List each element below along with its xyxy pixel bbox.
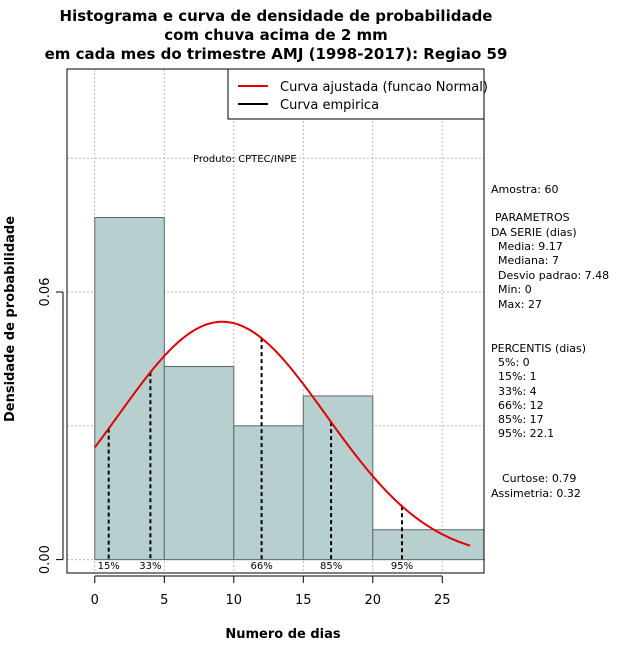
density-curves	[94, 320, 471, 547]
stat-parametros-title-2: DA SERIE (dias)	[491, 226, 577, 239]
stat-media: Media: 9.17	[498, 240, 563, 253]
stat-percentis-title: PERCENTIS (dias)	[491, 342, 586, 355]
legend: Curva ajustada (funcao Normal) Curva emp…	[227, 68, 488, 120]
statistics-panel: Amostra: 60 PARAMETROS DA SERIE (dias) M…	[491, 183, 609, 500]
x-tick-label-1: 5	[160, 593, 168, 608]
y-tick-label-0: 0.00	[38, 545, 53, 574]
histogram-bar-3	[302, 395, 374, 561]
stat-assimetria: Assimetria: 0.32	[491, 487, 581, 500]
x-axis-title: Numero de dias	[225, 627, 341, 642]
stat-p85: 85%: 17	[498, 413, 544, 426]
stat-max: Max: 27	[498, 298, 542, 311]
stat-p5: 5%: 0	[498, 356, 530, 369]
histogram-bar-0	[94, 217, 165, 561]
chart-title-line-1: Histograma e curva de densidade de proba…	[60, 7, 493, 25]
legend-fitted-label: Curva ajustada (funcao Normal)	[280, 80, 488, 95]
y-tick-label-1: 0.06	[38, 278, 53, 307]
percentile-label-2: 66%	[250, 561, 272, 572]
stat-p66: 66%: 12	[498, 399, 544, 412]
axes: 0 5 10 15 20 25 0.00 0.06	[38, 278, 451, 608]
stat-amostra: Amostra: 60	[491, 183, 558, 196]
legend-empirical-label: Curva empirica	[280, 98, 379, 113]
x-tick-label-4: 20	[365, 593, 382, 608]
stat-mediana: Mediana: 7	[498, 254, 559, 267]
fitted-normal-curve	[94, 320, 471, 547]
histogram-bars	[94, 217, 485, 561]
stat-curtose: Curtose: 0.79	[502, 472, 576, 485]
stat-min: Min: 0	[498, 283, 532, 296]
percentile-labels: 15% 33% 66% 85% 95%	[98, 561, 414, 572]
stat-parametros-title-1: PARAMETROS	[495, 211, 570, 224]
x-tick-label-0: 0	[91, 593, 99, 608]
percentile-label-1: 33%	[139, 561, 161, 572]
x-tick-label-5: 25	[434, 593, 451, 608]
percentile-label-0: 15%	[98, 561, 120, 572]
x-tick-label-2: 10	[226, 593, 243, 608]
x-tick-label-3: 15	[295, 593, 312, 608]
histogram-bar-2	[233, 425, 304, 561]
chart-title-line-2: com chuva acima de 2 mm	[164, 26, 388, 44]
stat-p15: 15%: 1	[498, 370, 537, 383]
chart-title-line-3: em cada mes do trimestre AMJ (1998-2017)…	[45, 45, 508, 63]
legend-box	[227, 68, 485, 120]
product-annotation: Produto: CPTEC/INPE	[193, 154, 297, 165]
percentile-label-4: 95%	[391, 561, 413, 572]
y-axis-title: Densidade de probabilidade	[3, 216, 18, 422]
percentile-label-3: 85%	[320, 561, 342, 572]
stat-desvio: Desvio padrao: 7.48	[498, 269, 609, 282]
stat-p95: 95%: 22.1	[498, 427, 554, 440]
stat-p33: 33%: 4	[498, 385, 537, 398]
percentile-lines	[107, 338, 403, 560]
histogram-bar-1	[163, 365, 235, 561]
